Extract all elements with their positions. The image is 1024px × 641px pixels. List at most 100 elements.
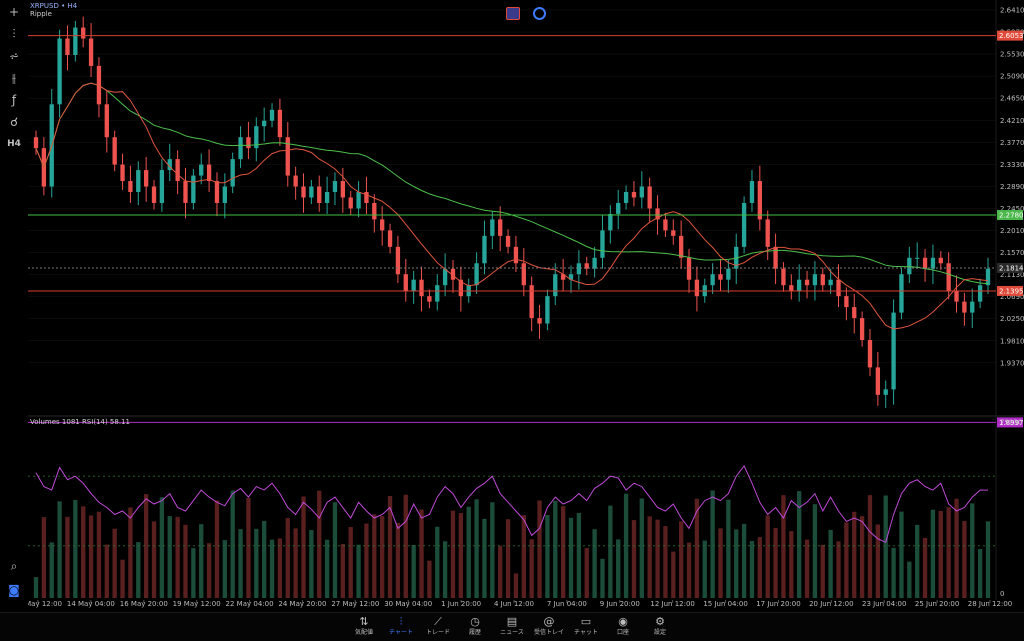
- candle-body: [765, 219, 770, 247]
- period-icon[interactable]: H4: [7, 139, 21, 149]
- candle-body: [65, 38, 70, 55]
- candle-body: [773, 246, 778, 269]
- volume-bar: [844, 522, 849, 598]
- tab-news[interactable]: ▤ ニュース: [494, 615, 530, 639]
- symbol-name: XRPUSD: [30, 2, 59, 10]
- price-tick-label: 2.1570: [1000, 249, 1024, 257]
- volume-bar: [285, 518, 290, 598]
- candle-body: [749, 181, 755, 203]
- volume-bar: [537, 500, 542, 598]
- candle-body: [922, 257, 928, 269]
- candle-body: [317, 186, 322, 203]
- volume-bar: [411, 544, 416, 598]
- crosshair-icon[interactable]: +: [8, 5, 20, 19]
- symbol-title: XRPUSD • H4: [30, 2, 77, 10]
- volume-bar: [765, 515, 770, 598]
- candle-body: [836, 279, 841, 297]
- candle-body: [600, 230, 605, 258]
- candle-body: [348, 197, 353, 209]
- volume-bar: [466, 506, 471, 598]
- tab-history[interactable]: ◷ 履歴: [457, 615, 493, 639]
- time-tick-label: 27 May 12:00: [331, 600, 379, 608]
- candle-body: [340, 181, 346, 198]
- candle-body: [789, 285, 794, 291]
- objects-icon[interactable]: ⫲: [12, 71, 16, 85]
- tab-quotes[interactable]: ⇅ 気配値: [346, 615, 382, 639]
- tab-mailbox[interactable]: @ 受信トレイ: [531, 615, 567, 639]
- time-tick-label: 1 Jun 20:00: [441, 600, 481, 608]
- tab-account[interactable]: ◉ 口座: [605, 615, 641, 639]
- candle-body: [191, 175, 196, 203]
- time-tick-label: 22 May 04:00: [226, 600, 274, 608]
- candle-body: [458, 279, 464, 297]
- volume-bar: [183, 524, 188, 598]
- volume-bar: [442, 541, 448, 598]
- tab-settings[interactable]: ⚙ 設定: [642, 615, 678, 639]
- volume-bar: [332, 502, 338, 598]
- candle-body: [277, 109, 283, 138]
- function-icon[interactable]: ƒ: [11, 93, 17, 107]
- volume-bar: [781, 495, 786, 598]
- volume-bar: [970, 503, 975, 598]
- price-tick-label: 2.5530: [1000, 51, 1024, 59]
- one-click-trade-icon[interactable]: [506, 7, 520, 20]
- account-icon[interactable]: ◙: [8, 583, 20, 597]
- candle-body: [726, 268, 731, 280]
- tab-label: チャート: [389, 629, 413, 636]
- chart-canvas[interactable]: 2.64102.59702.55302.50902.46502.42102.37…: [0, 0, 1024, 612]
- candle-body: [962, 301, 967, 313]
- candle-body: [285, 137, 290, 176]
- symbol-description: Ripple: [30, 10, 52, 18]
- volume-bar: [81, 506, 86, 598]
- volume-bar: [867, 495, 873, 598]
- candle-body: [576, 263, 582, 275]
- candle-body: [246, 137, 251, 149]
- search-icon[interactable]: ⌕: [10, 559, 18, 573]
- price-badge-label: 2.6053: [999, 32, 1024, 40]
- volume-bar: [694, 498, 700, 598]
- volume-bar: [671, 551, 676, 598]
- indicators-icon[interactable]: ⩫: [8, 49, 20, 63]
- candle-body: [631, 192, 637, 198]
- clock-icon[interactable]: [533, 7, 546, 20]
- candle-body: [671, 230, 676, 236]
- volume-bar: [513, 573, 519, 598]
- price-badge-label: 1.8997: [999, 419, 1024, 427]
- candle-body: [175, 159, 180, 182]
- volume-bar: [592, 529, 597, 598]
- volume-bar: [403, 494, 408, 598]
- volume-bar: [395, 522, 401, 598]
- volume-bar: [65, 516, 70, 598]
- tab-trade[interactable]: ⟋ トレード: [420, 615, 456, 639]
- price-badge: [997, 417, 1023, 428]
- volume-bar: [710, 490, 715, 598]
- volume-bar: [930, 509, 936, 598]
- volume-bar: [238, 529, 243, 598]
- time-tick-label: 25 Jun 20:00: [915, 600, 959, 608]
- tab-chat[interactable]: ▭ チャット: [568, 615, 604, 639]
- time-tick-label: 9 Jun 20:00: [600, 600, 640, 608]
- candle-body: [104, 104, 109, 138]
- volume-bar: [112, 528, 117, 598]
- candle-body: [529, 285, 534, 319]
- candle-body: [254, 126, 259, 149]
- candle-body: [427, 296, 432, 302]
- volume-bar: [922, 537, 928, 598]
- volume-bar: [88, 515, 94, 598]
- volume-bar: [175, 516, 180, 598]
- shapes-icon[interactable]: ☌: [9, 115, 19, 129]
- account-icon: ◉: [618, 615, 628, 628]
- volume-bar: [883, 495, 888, 598]
- candle-body: [151, 186, 157, 203]
- time-tick-label: 11 May 12:00: [14, 600, 62, 608]
- candle-body: [828, 279, 833, 286]
- volume-bar: [915, 524, 920, 598]
- price-tick-label: 2.1130: [1000, 271, 1024, 279]
- candle-body: [616, 202, 621, 214]
- candle-body: [332, 181, 338, 193]
- volume-bar: [317, 490, 322, 598]
- candles-icon[interactable]: ⫶: [12, 27, 16, 41]
- tab-chart[interactable]: ⫶ チャート: [383, 615, 419, 639]
- volume-bar: [96, 511, 102, 598]
- volume-bar: [435, 526, 440, 598]
